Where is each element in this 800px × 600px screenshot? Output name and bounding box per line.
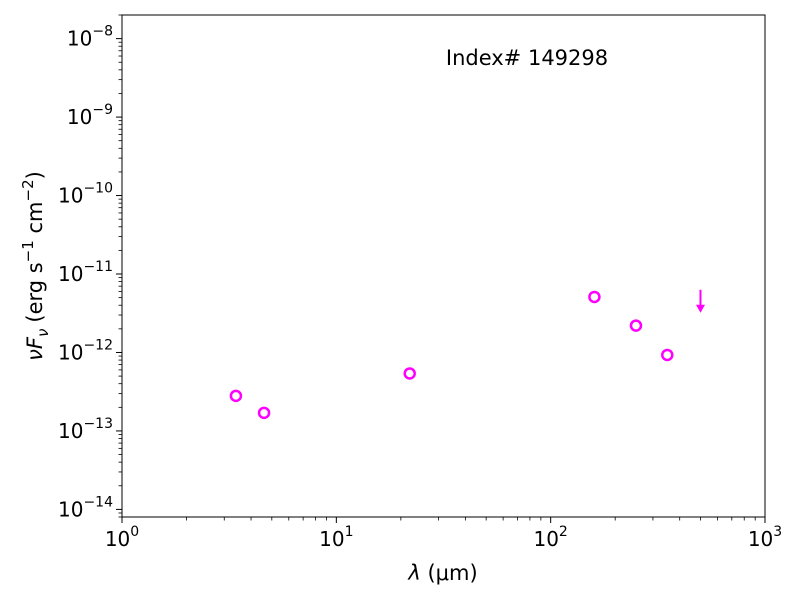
y-axis-exp2: −2 xyxy=(19,179,37,201)
data-points xyxy=(229,289,705,420)
y-axis-unit-mid: cm xyxy=(23,201,47,240)
x-tick-label: 102 xyxy=(533,524,567,551)
data-point xyxy=(661,348,674,362)
y-tick-label: 10−14 xyxy=(58,494,113,521)
y-tick-label: 10−12 xyxy=(58,337,113,364)
data-point xyxy=(588,290,601,304)
minor-ticks xyxy=(118,14,756,521)
x-tick-label: 103 xyxy=(748,524,782,551)
y-tick-labels: 10−14 10−13 10−12 10−11 10−10 10−9 10−8 xyxy=(58,24,113,522)
y-tick-label: 10−9 xyxy=(67,102,113,129)
major-ticks xyxy=(116,38,766,523)
y-axis-unit-post: ) xyxy=(23,171,47,179)
data-point xyxy=(629,319,643,332)
plot-frame xyxy=(121,14,766,518)
y-axis-var: νF xyxy=(23,336,47,361)
upper-limit-arrow xyxy=(695,289,705,313)
x-tick-label: 101 xyxy=(319,524,353,551)
data-point xyxy=(229,389,243,403)
annotation-index: Index# 149298 xyxy=(446,46,608,70)
x-axis-label: λ (μm) xyxy=(407,561,477,585)
upper-limit-arrow-head xyxy=(695,304,705,313)
x-axis-symbol: λ xyxy=(407,561,420,585)
y-axis-exp1: −1 xyxy=(19,240,37,262)
y-tick-label: 10−11 xyxy=(58,259,113,286)
y-tick-label: 10−13 xyxy=(58,416,113,443)
data-point xyxy=(403,367,416,380)
y-tick-label: 10−8 xyxy=(67,24,113,51)
x-tick-labels: 100 101 102 103 xyxy=(105,524,782,551)
y-axis-sub: ν xyxy=(34,329,52,337)
data-point xyxy=(257,406,271,420)
y-tick-label: 10−10 xyxy=(58,181,113,208)
x-axis-unit: (μm) xyxy=(427,561,477,585)
y-axis-unit-pre: (erg s xyxy=(23,262,47,322)
y-axis-label: νFν (erg s−1 cm−2) xyxy=(19,171,52,361)
x-tick-label: 100 xyxy=(105,524,139,551)
